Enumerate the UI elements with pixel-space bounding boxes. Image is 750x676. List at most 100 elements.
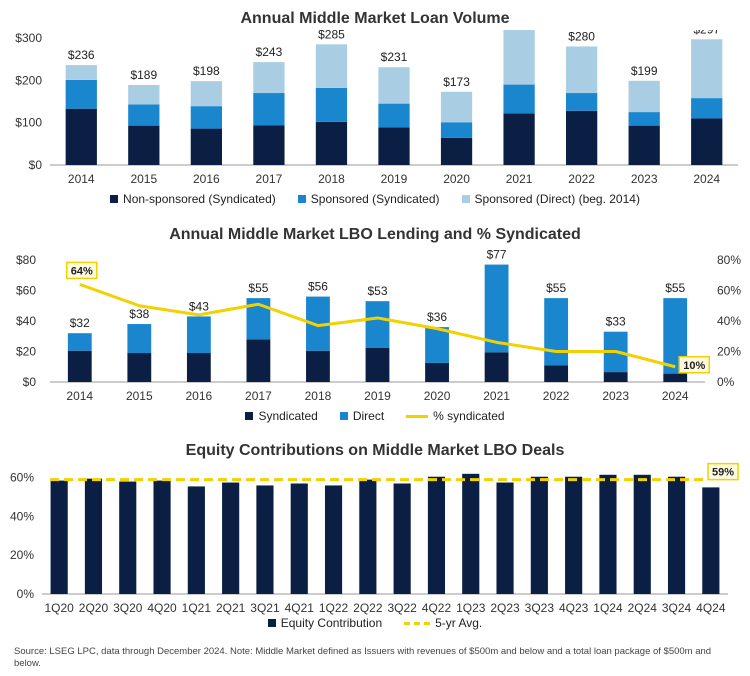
- y-tick-label: $300: [15, 31, 42, 45]
- bar-sponsored-direct: [566, 46, 598, 94]
- total-data-label: $56: [308, 280, 328, 294]
- x-tick-label: 2Q20: [79, 601, 109, 615]
- x-tick-label: 2017: [245, 389, 272, 403]
- chart2-title: Annual Middle Market LBO Lending and % S…: [169, 226, 581, 243]
- x-tick-label: 2018: [305, 389, 332, 403]
- total-data-label: $297: [693, 30, 720, 36]
- bar-equity-contribution: [119, 481, 137, 594]
- bar-equity-contribution: [187, 486, 205, 594]
- total-data-label: $189: [130, 68, 157, 82]
- bar-sponsored-direct: [440, 91, 473, 123]
- bar-sponsored-syndicated: [503, 84, 535, 114]
- bar-equity-contribution: [359, 479, 377, 594]
- bar-sponsored-direct: [253, 62, 285, 94]
- legend-label: Syndicated: [258, 409, 318, 423]
- y2-tick-label: 20%: [717, 345, 741, 359]
- y-tick-label: $100: [15, 116, 42, 130]
- bar-syndicated: [67, 350, 92, 382]
- x-tick-label: 2020: [424, 389, 451, 403]
- bar-equity-contribution: [462, 473, 480, 594]
- callout-label-avg: 59%: [712, 467, 734, 479]
- legend-swatch-icon: [297, 195, 306, 203]
- x-tick-label: 2018: [318, 172, 345, 186]
- legend-swatch-icon: [267, 619, 276, 627]
- bar-sponsored-syndicated: [65, 79, 97, 109]
- x-tick-label: 2022: [543, 389, 570, 403]
- total-data-label: $36: [427, 310, 447, 324]
- chart1-legend: Non-sponsored (Syndicated) Sponsored (Sy…: [0, 192, 750, 206]
- x-tick-label: 1Q20: [44, 601, 74, 615]
- bar-sponsored-syndicated: [440, 122, 473, 138]
- x-tick-label: 4Q20: [147, 601, 177, 615]
- y2-tick-label: 80%: [717, 253, 741, 267]
- legend-label: % syndicated: [433, 409, 505, 423]
- total-data-label: $285: [318, 30, 345, 41]
- legend-non-sponsored: Non-sponsored (Syndicated): [110, 192, 276, 206]
- chart3-legend: Equity Contribution 5-yr Avg.: [0, 616, 750, 630]
- y-tick-label: $20: [16, 345, 36, 359]
- legend-sponsored-syndicated: Sponsored (Syndicated): [297, 192, 440, 206]
- chart2-plot: $0 $20 $40 $60 $80 0% 20% 40% 60% 80% $32 2014 $38 20…: [16, 248, 741, 403]
- callout-box: [707, 462, 739, 481]
- x-tick-label: 2020: [443, 172, 470, 186]
- y-tick-label: $60: [16, 284, 36, 298]
- chart3-plot: 0% 20% 40% 60% 1Q20 2Q20 3Q20 4Q20 1Q21 2Q21 3Q21 4…: [10, 462, 739, 615]
- chart2-legend: Syndicated Direct % syndicated: [0, 409, 750, 423]
- total-data-label: $32: [70, 316, 90, 330]
- x-tick-label: 2021: [506, 172, 533, 186]
- callout-box: [678, 356, 710, 374]
- bar-sponsored-syndicated: [190, 106, 222, 129]
- total-data-label: $43: [189, 299, 209, 313]
- bar-non-sponsored: [190, 128, 222, 165]
- x-tick-label: 1Q23: [456, 601, 486, 615]
- chart3-title: Equity Contributions on Middle Market LB…: [185, 442, 565, 459]
- total-data-label: $198: [193, 64, 220, 78]
- bar-direct: [67, 333, 92, 351]
- legend-swatch-icon: [339, 412, 348, 420]
- x-tick-label: 2014: [66, 389, 93, 403]
- bar-equity-contribution: [324, 485, 343, 594]
- bar-non-sponsored: [65, 108, 97, 165]
- total-data-label: $243: [256, 45, 283, 59]
- y2-tick-label: 0%: [717, 375, 735, 389]
- bar-sponsored-direct: [691, 39, 723, 99]
- y-tick-label: 20%: [10, 548, 34, 562]
- x-tick-label: 2Q22: [353, 601, 383, 615]
- y-tick-label: $40: [16, 314, 36, 328]
- total-data-label: $280: [568, 30, 595, 43]
- bar-equity-contribution: [599, 474, 617, 594]
- x-tick-label: 2017: [256, 172, 283, 186]
- bar-equity-contribution: [290, 483, 308, 594]
- bar-sponsored-direct: [315, 44, 348, 88]
- bar-sponsored-direct: [128, 84, 160, 105]
- bar-equity-contribution: [427, 476, 446, 594]
- legend-label: Sponsored (Syndicated): [310, 192, 440, 206]
- bar-equity-contribution: [530, 476, 548, 594]
- x-tick-label: 2016: [193, 172, 220, 186]
- bar-syndicated: [306, 350, 330, 382]
- bar-direct: [186, 316, 211, 354]
- bar-sponsored-syndicated: [315, 87, 348, 122]
- x-tick-label: 4Q23: [559, 601, 589, 615]
- callout-label-first: 64%: [71, 265, 93, 277]
- bar-non-sponsored: [315, 121, 348, 165]
- x-tick-label: 4Q22: [422, 601, 452, 615]
- bar-equity-contribution: [496, 482, 514, 594]
- x-tick-label: 2023: [602, 389, 629, 403]
- callout-label-last: 10%: [683, 360, 705, 372]
- legend-syndicated: Syndicated: [245, 409, 318, 423]
- x-tick-label: 3Q22: [387, 601, 417, 615]
- bar-sponsored-syndicated: [691, 98, 723, 119]
- chart1-plot: $0 $100 $200 $300 $236 2014 $189 2015 $198 2016 $2…: [15, 30, 738, 186]
- y-tick-label: $0: [29, 158, 43, 172]
- y-tick-label: $200: [15, 73, 42, 87]
- bar-non-sponsored: [566, 110, 598, 165]
- x-tick-label: 2024: [662, 389, 689, 403]
- x-tick-label: 2Q24: [628, 601, 658, 615]
- x-tick-label: 2Q21: [216, 601, 246, 615]
- bar-direct: [306, 296, 330, 351]
- x-tick-label: 2016: [186, 389, 213, 403]
- line-pct-syndicated: [79, 282, 676, 369]
- x-tick-label: 2015: [130, 172, 157, 186]
- legend-line-icon: [406, 414, 429, 418]
